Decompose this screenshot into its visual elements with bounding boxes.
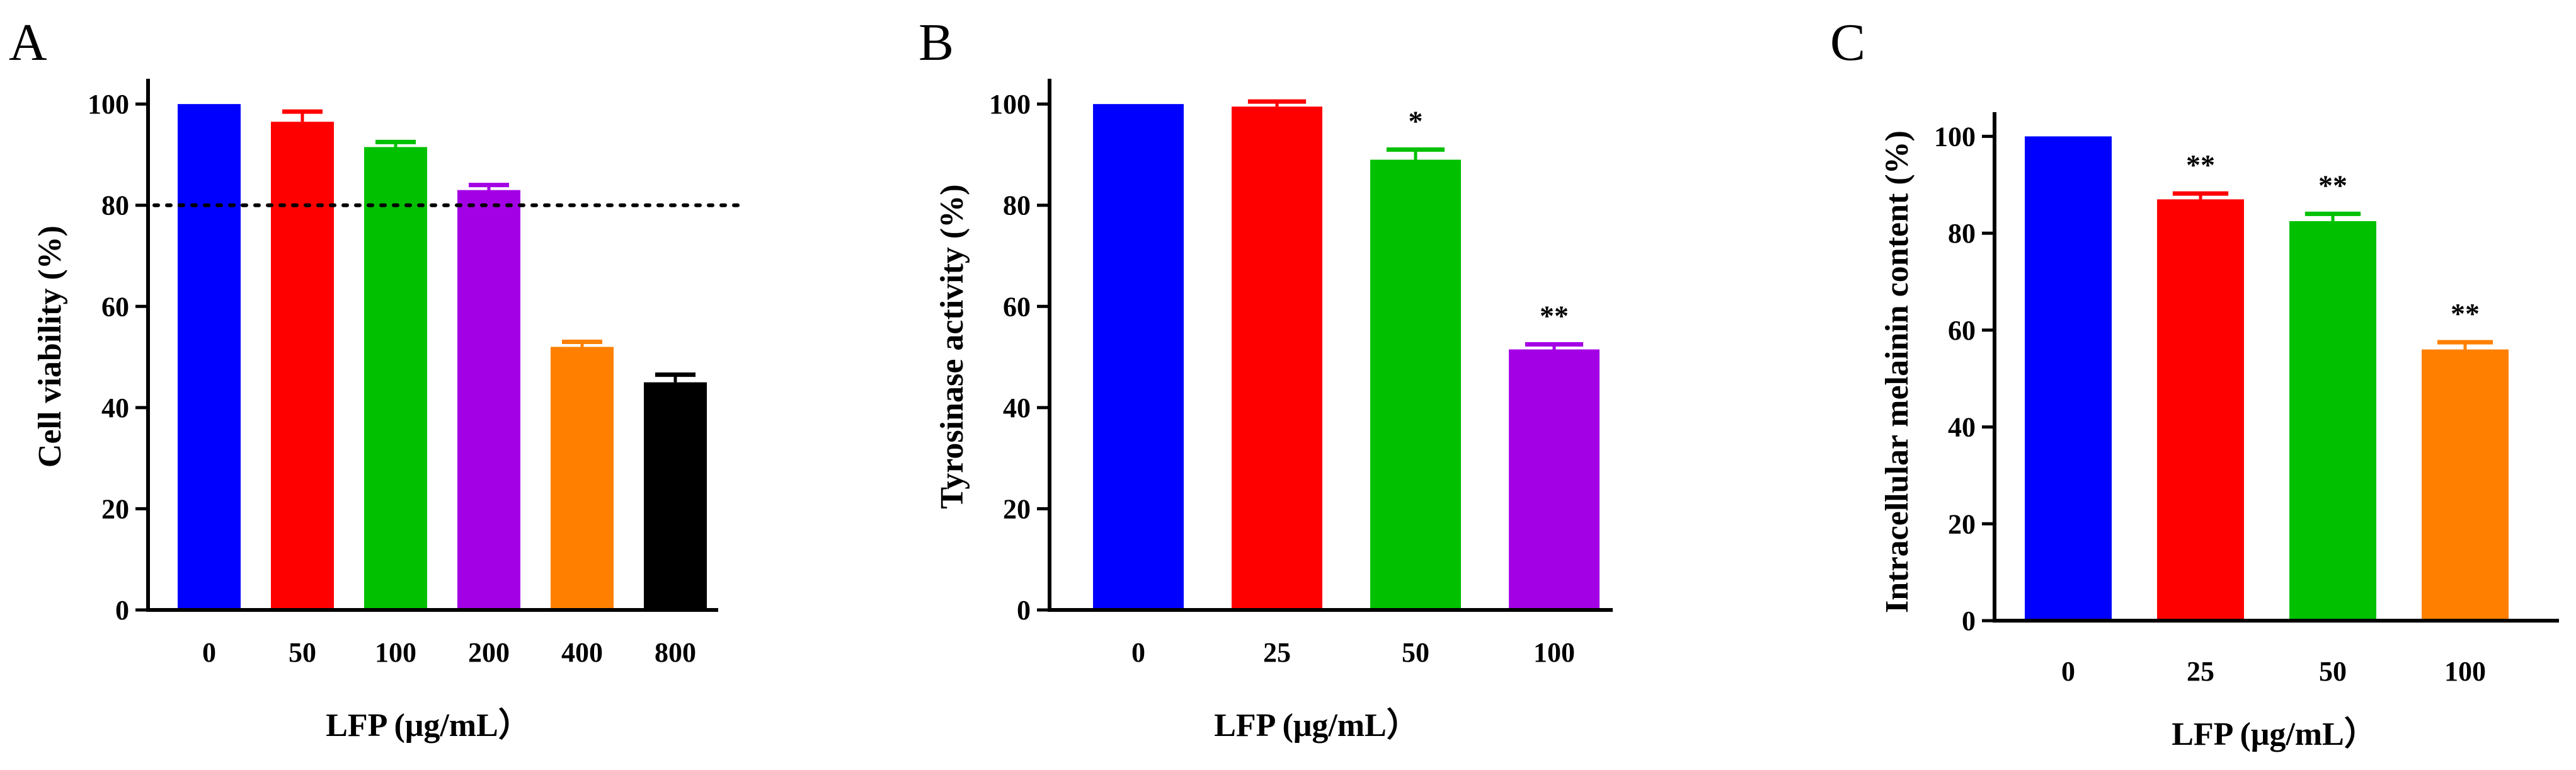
panel-c-x-ticks: 0 25 50 100 [2061, 656, 2486, 687]
panel-c-marks: ** ** ** [2025, 136, 2509, 621]
y-tick-label-60: 60 [1948, 315, 1976, 346]
significance-label-50: ** [2318, 169, 2347, 201]
panel-a-marks [152, 104, 740, 611]
x-tick-label-0: 0 [2061, 656, 2075, 687]
panel-a: A 0 20 40 60 80 100 0 50 100 200 400 800 Cell viab… [9, 13, 740, 744]
x-tick-label-25: 25 [1263, 637, 1291, 668]
y-tick-label-100: 100 [88, 89, 129, 120]
y-tick-label-80: 80 [1948, 218, 1976, 249]
x-tick-label-50: 50 [2319, 656, 2347, 687]
y-tick-label-80: 80 [101, 190, 129, 221]
panel-b-x-ticks: 0 25 50 100 [1131, 637, 1575, 668]
significance-label-25: ** [2186, 149, 2215, 181]
significance-label-100: ** [2451, 297, 2480, 330]
y-tick-label-60: 60 [1003, 291, 1031, 322]
error-bar-100 [375, 139, 416, 147]
significance-label-50: * [1409, 105, 1423, 137]
error-bar-50 [282, 109, 323, 122]
x-tick-label-100: 100 [2444, 656, 2486, 687]
x-tick-label-400: 400 [561, 637, 603, 668]
error-bar-100 [2437, 340, 2493, 350]
y-tick-label-0: 0 [1962, 606, 1976, 636]
y-tick-label-60: 60 [101, 291, 129, 322]
panel-a-x-ticks: 0 50 100 200 400 800 [202, 637, 696, 668]
significance-label-100: ** [1540, 300, 1569, 332]
panel-c-y-ticks: 0 20 40 60 80 100 [1934, 121, 1995, 636]
error-bar-25 [2172, 191, 2229, 200]
x-tick-label-100: 100 [1533, 637, 1575, 668]
y-tick-label-0: 0 [115, 595, 129, 626]
bar-800 [644, 382, 707, 610]
error-bar-25 [1247, 99, 1307, 107]
bar-50 [2289, 221, 2376, 621]
error-bar-800 [655, 372, 696, 382]
bar-50 [271, 122, 334, 610]
bar-0 [1093, 104, 1184, 611]
x-tick-label-50: 50 [1402, 637, 1429, 668]
x-tick-label-0: 0 [202, 637, 216, 668]
bar-50 [1370, 159, 1461, 610]
error-bar-200 [469, 183, 509, 190]
bar-0 [178, 104, 241, 611]
panel-b-marks: *** [1093, 99, 1600, 611]
panel-letter-c: C [1830, 13, 1865, 72]
y-tick-label-40: 40 [1003, 393, 1031, 423]
y-tick-label-100: 100 [1934, 121, 1976, 152]
x-tick-label-25: 25 [2187, 656, 2214, 687]
panel-letter-b: B [919, 13, 954, 72]
bar-100 [2422, 349, 2509, 621]
x-tick-label-50: 50 [289, 637, 316, 668]
panel-a-x-axis-title: LFP (μg/mL） [326, 707, 531, 744]
panel-letter-a: A [9, 13, 47, 72]
panel-c: C ** ** ** 0 20 40 60 80 100 0 25 50 100 Intracell… [1830, 13, 2559, 752]
panel-c-x-axis-title: LFP (μg/mL） [2172, 716, 2377, 752]
bar-400 [551, 347, 614, 610]
x-tick-label-100: 100 [375, 637, 416, 668]
x-tick-label-800: 800 [655, 637, 696, 668]
y-tick-label-100: 100 [989, 89, 1031, 120]
panel-a-y-axis-title: Cell viability (%) [32, 226, 68, 468]
bar-100 [364, 147, 427, 610]
x-tick-label-200: 200 [468, 637, 510, 668]
y-tick-label-0: 0 [1017, 595, 1031, 626]
panel-c-y-axis-title: Intracellular melainin content (%) [1879, 130, 1915, 613]
bar-200 [457, 190, 520, 611]
y-tick-label-80: 80 [1003, 190, 1031, 221]
x-tick-label-0: 0 [1131, 637, 1145, 668]
bar-25 [2157, 199, 2244, 621]
bar-0 [2025, 136, 2112, 621]
error-bar-50 [2304, 211, 2361, 221]
y-tick-label-20: 20 [1003, 493, 1031, 524]
bar-25 [1232, 106, 1322, 610]
y-tick-label-40: 40 [1948, 412, 1976, 443]
y-tick-label-40: 40 [101, 393, 129, 423]
error-bar-50 [1386, 147, 1445, 160]
panel-b-y-axis-title: Tyrosinase activity (%) [934, 184, 970, 509]
panel-b-y-ticks: 0 20 40 60 80 100 [989, 89, 1050, 626]
bar-100 [1509, 349, 1600, 610]
panel-b-x-axis-title: LFP (μg/mL） [1214, 707, 1419, 744]
panel-a-y-ticks: 0 20 40 60 80 100 [88, 89, 148, 626]
y-tick-label-20: 20 [1948, 509, 1976, 539]
error-bar-100 [1525, 342, 1584, 350]
y-tick-label-20: 20 [101, 493, 129, 524]
error-bar-400 [562, 339, 602, 347]
